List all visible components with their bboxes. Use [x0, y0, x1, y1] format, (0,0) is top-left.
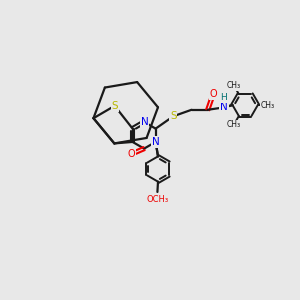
Text: S: S: [111, 101, 118, 111]
Text: CH₃: CH₃: [227, 82, 241, 91]
Text: O: O: [128, 149, 136, 159]
Text: N: N: [152, 137, 160, 147]
Text: CH₃: CH₃: [260, 100, 274, 109]
Text: S: S: [170, 111, 177, 121]
Text: N: N: [141, 117, 148, 127]
Text: H: H: [220, 94, 227, 103]
Text: CH₃: CH₃: [227, 120, 241, 129]
Text: N: N: [220, 102, 228, 112]
Text: O: O: [209, 89, 217, 100]
Text: OCH₃: OCH₃: [146, 195, 169, 204]
